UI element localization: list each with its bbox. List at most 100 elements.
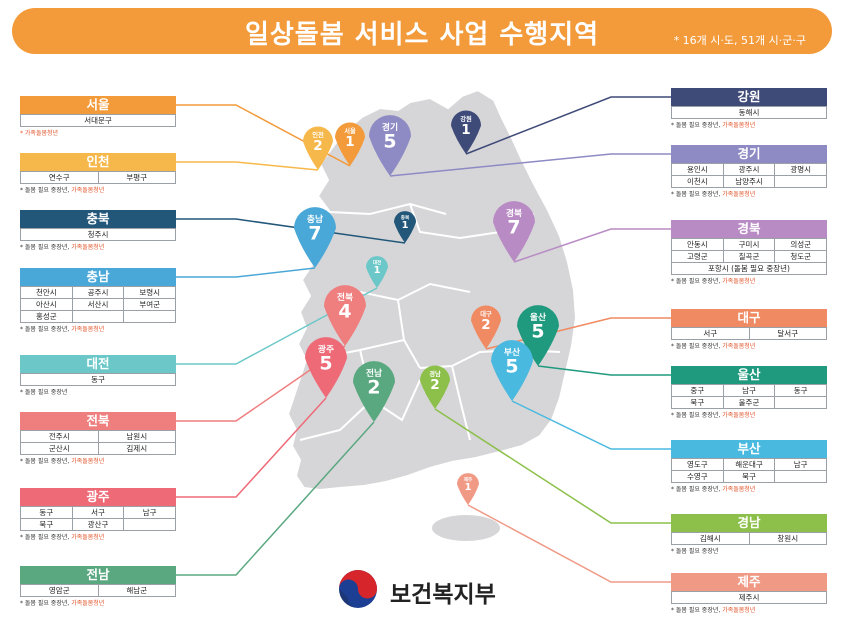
region-box-gyeongnam: 경남 김해시 창원시 * 돌봄 필요 중장년 — [671, 514, 827, 555]
pin-region-label: 광주 — [318, 343, 334, 355]
pin-count-label: 2 — [367, 377, 380, 399]
district-cell: 청주시 — [21, 229, 176, 241]
pin-region-label: 경북 — [506, 207, 522, 219]
note-text: * 돌봄 필요 중장년, — [671, 122, 721, 129]
region-box-jeonnam: 전남 영암군 해남군 * 돌봄 필요 중장년, 가족돌봄청년 — [20, 566, 176, 607]
pin-shape — [294, 207, 336, 268]
pin-count-label: 1 — [374, 265, 381, 276]
pin-count-label: 7 — [308, 223, 321, 245]
province-borders — [299, 202, 561, 441]
pin-marker-busan: 부산5 — [491, 340, 533, 401]
district-grid: 동구 서구 남구 북구 광산구 — [20, 506, 176, 531]
district-cell: 서대문구 — [21, 115, 176, 127]
pin-marker-chungnam: 충남7 — [294, 207, 336, 268]
note-highlight: 가족돌봄청년 — [720, 412, 756, 419]
district-cell: 남구 — [723, 385, 776, 397]
district-cell: 구미시 — [723, 239, 776, 251]
pin-shape — [366, 256, 388, 288]
leader-line-gangwon — [465, 96, 671, 155]
note-text: * 돌봄 필요 중장년, — [671, 191, 721, 198]
pin-region-label: 충북 — [401, 214, 410, 221]
note-text: * 돌봄 필요 중장년, — [20, 458, 70, 465]
district-cell: 아산시 — [21, 299, 73, 311]
pin-region-label: 충남 — [307, 213, 323, 225]
district-cell: 서구 — [672, 328, 750, 340]
district-cell — [775, 397, 827, 409]
district-cell: 천안시 — [21, 287, 73, 299]
district-cell: 북구 — [21, 519, 73, 531]
region-header: 광주 — [20, 488, 176, 506]
pin-region-label: 대구 — [480, 309, 492, 318]
region-header: 대구 — [671, 309, 827, 327]
pin-region-label: 강원 — [460, 114, 472, 123]
region-header: 충북 — [20, 210, 176, 228]
target-note: * 돌봄 필요 중장년, 가족돌봄청년 — [20, 532, 176, 541]
district-cell: 동해시 — [672, 107, 827, 119]
pin-region-label: 경남 — [429, 369, 441, 378]
pin-shape — [303, 126, 333, 170]
district-cell: 남구 — [775, 459, 827, 471]
pin-marker-chungbuk: 충북1 — [394, 211, 416, 243]
leader-line-incheon — [176, 161, 319, 171]
pin-shape — [457, 473, 479, 505]
pin-count-label: 1 — [402, 220, 409, 231]
pin-shape — [493, 201, 535, 262]
note-text: * 돌봄 필요 중장년, — [20, 326, 70, 333]
region-header: 전남 — [20, 566, 176, 584]
district-cell: 창원시 — [749, 533, 827, 545]
pin-marker-ulsan: 울산5 — [517, 305, 559, 366]
region-box-gangwon: 강원 동해시 * 돌봄 필요 중장년, 가족돌봄청년 — [671, 88, 827, 129]
district-grid: 김해시 창원시 — [671, 532, 827, 545]
target-note: * 돌봄 필요 중장년, 가족돌봄청년 — [20, 324, 176, 333]
district-cell: 광명시 — [775, 164, 827, 176]
pin-count-label: 2 — [481, 317, 490, 333]
pin-count-label: 4 — [338, 301, 351, 323]
pin-region-label: 부산 — [504, 346, 520, 358]
note-highlight: 가족돌봄청년 — [720, 278, 756, 285]
page-subtitle: * 16개 시·도, 51개 시·군·구 — [673, 34, 806, 47]
region-header: 경남 — [671, 514, 827, 532]
district-cell: 동구 — [21, 374, 176, 386]
district-cell: 남구 — [124, 507, 176, 519]
district-grid: 전주시 남원시 군산시 김제시 — [20, 430, 176, 455]
note-highlight: 가족돌봄청년 — [720, 191, 756, 198]
leader-line-ulsan — [537, 365, 671, 376]
leader-line-busan — [511, 400, 671, 450]
district-cell: 공주시 — [72, 287, 125, 299]
leader-line-gyeongbuk — [513, 228, 671, 263]
district-cell — [775, 471, 827, 483]
target-note: * 돌봄 필요 중장년, 가족돌봄청년 — [671, 341, 827, 350]
region-header: 인천 — [20, 153, 176, 171]
region-box-jeju: 제주 제주시 * 돌봄 필요 중장년, 가족돌봄청년 — [671, 573, 827, 614]
region-box-seoul: 서울 서대문구 * 가족돌봄청년 — [20, 96, 176, 137]
pin-region-label: 대전 — [373, 259, 381, 266]
district-cell: 안동시 — [672, 239, 724, 251]
title-banner: 일상돌봄 서비스 사업 수행지역 * 16개 시·도, 51개 시·군·구 — [12, 8, 832, 54]
pin-count-label: 1 — [345, 134, 354, 150]
district-grid: 서대문구 — [20, 114, 176, 127]
target-note: * 돌봄 필요 중장년, 가족돌봄청년 — [20, 185, 176, 194]
district-cell: 이천시 — [672, 176, 724, 188]
note-text: * 돌봄 필요 중장년, — [20, 187, 70, 194]
district-grid: 중구 남구 동구 북구 울주군 — [671, 384, 827, 409]
district-cell: 고령군 — [672, 251, 724, 263]
note-text: * 돌봄 필요 중장년, — [671, 486, 721, 493]
jeju-shape — [432, 515, 500, 541]
pin-shape — [420, 365, 450, 409]
district-cell — [124, 519, 176, 531]
leader-line-jeju — [467, 504, 671, 583]
pin-marker-incheon: 인천2 — [303, 126, 333, 170]
pin-marker-daegu: 대구2 — [471, 305, 501, 349]
note-highlight: 가족돌봄청년 — [69, 244, 105, 251]
district-cell — [124, 311, 176, 323]
district-cell: 동구 — [775, 385, 827, 397]
pin-marker-jeonbuk: 전북4 — [324, 285, 366, 346]
note-highlight: * 가족돌봄청년 — [20, 130, 59, 137]
region-box-incheon: 인천 연수구 부평구 * 돌봄 필요 중장년, 가족돌봄청년 — [20, 153, 176, 194]
note-text: * 돌봄 필요 중장년, — [20, 534, 70, 541]
target-note: * 돌봄 필요 중장년 — [671, 546, 827, 555]
pin-count-label: 5 — [383, 131, 396, 153]
district-grid: 동해시 — [671, 106, 827, 119]
pin-shape — [451, 110, 481, 154]
